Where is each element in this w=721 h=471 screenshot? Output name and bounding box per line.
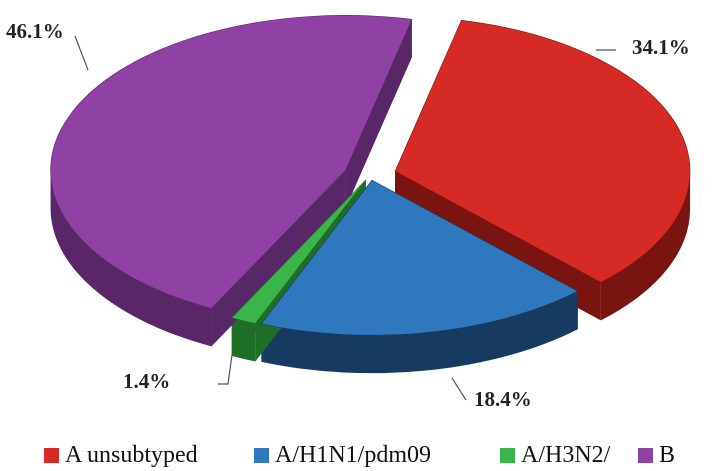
leader-a-h3n2: [218, 354, 233, 385]
legend-item-a-h1n1-pdm09: A/H1N1/pdm09: [254, 440, 431, 470]
pie-slice-b: [50, 15, 413, 309]
pie-side-a-h1n1-pdm09: [261, 291, 578, 374]
legend-item-a-h3n2: A/H3N2/: [500, 440, 610, 470]
pie-side-b: [50, 170, 212, 347]
leader-b: [74, 35, 89, 71]
legend: A unsubtyped A/H1N1/pdm09 A/H3N2/ B: [8, 440, 721, 470]
pie-cut-b-start: [211, 170, 346, 347]
leader-a-h1n1-pdm09: [451, 377, 467, 401]
pie-side-a-unsubtyped: [600, 171, 691, 321]
legend-item-b: B: [638, 440, 675, 470]
legend-label: A/H3N2/: [521, 441, 611, 468]
legend-swatch: [44, 447, 59, 463]
leader-lines: [74, 35, 616, 401]
data-label-a-h1n1-pdm09: 18.4%: [474, 387, 532, 411]
pie-cut-b-end: [345, 19, 412, 209]
legend-label: A/H1N1/pdm09: [275, 441, 431, 468]
legend-swatch: [500, 447, 515, 463]
data-label-a-h3n2: 1.4%: [123, 369, 170, 393]
pie-slice-a-h3n2: [231, 179, 367, 324]
legend-swatch: [254, 447, 269, 463]
pie-slice-a-unsubtyped: [394, 19, 691, 283]
data-label-b: 46.1%: [6, 19, 64, 43]
pie-slice-tops: [50, 15, 691, 336]
data-label-a-unsubtyped: 34.1%: [632, 35, 690, 59]
legend-swatch: [638, 447, 653, 463]
legend-label: B: [659, 441, 676, 468]
legend-item-a-unsubtyped: A unsubtyped: [44, 440, 198, 470]
pie-slice-a-h1n1-pdm09: [260, 179, 579, 336]
legend-label: A unsubtyped: [65, 441, 198, 468]
